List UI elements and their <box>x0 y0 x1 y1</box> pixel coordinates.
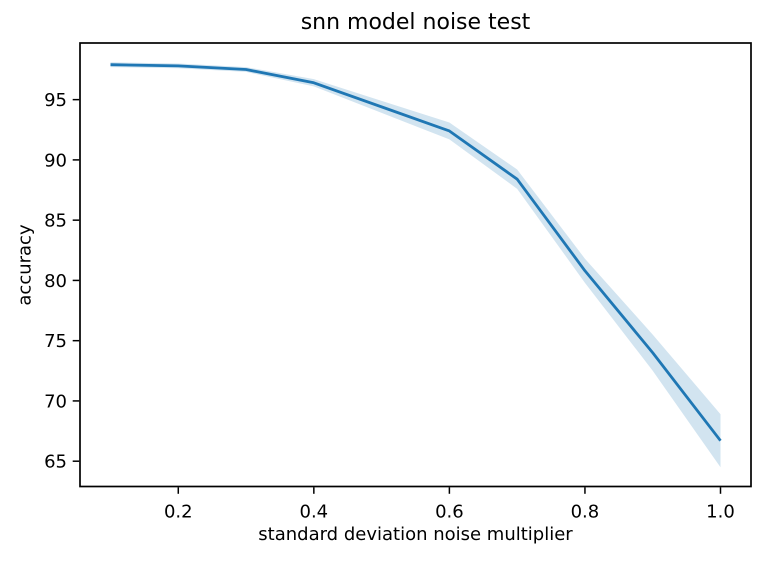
y-axis-label: accuracy <box>14 224 36 306</box>
y-tick-label: 85 <box>44 211 67 232</box>
x-tick-label: 0.6 <box>435 502 464 523</box>
confidence-band <box>110 62 721 468</box>
chart-title: snn model noise test <box>300 10 531 35</box>
accuracy-mean-line <box>110 63 722 442</box>
y-tick-label: 65 <box>44 452 67 473</box>
axes-spines <box>79 42 752 488</box>
y-tick-label: 75 <box>44 331 67 352</box>
y-tick-label: 80 <box>44 271 67 292</box>
x-tick-label: 0.8 <box>571 502 600 523</box>
y-tick-label: 70 <box>44 391 67 412</box>
x-tick-label: 0.2 <box>164 502 193 523</box>
x-tick-label: 1.0 <box>706 502 735 523</box>
y-tick-label: 90 <box>44 150 67 171</box>
x-tick-label: 0.4 <box>300 502 329 523</box>
x-axis-label: standard deviation noise multiplier <box>258 524 573 545</box>
y-tick-label: 95 <box>44 90 67 111</box>
